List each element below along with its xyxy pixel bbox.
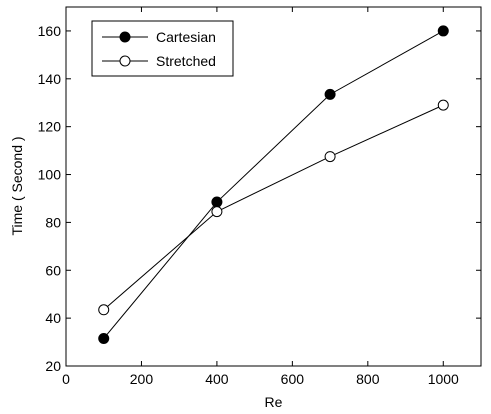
y-tick-label-2: 60: [45, 262, 61, 278]
data-point-stretched-2: [324, 151, 336, 163]
x-tick-label-0: 0: [62, 371, 70, 387]
y-tick-label-5: 120: [38, 119, 62, 135]
x-tick-label-1: 200: [130, 371, 154, 387]
y-tick-label-6: 140: [38, 71, 62, 87]
series-layer: [98, 25, 449, 344]
tick-labels: 0 200 400 600 800 1000 20 40 60 80 100 120 140 160: [38, 23, 459, 387]
legend-label-cartesian: Cartesian: [156, 29, 216, 45]
legend-marker-cartesian: [119, 31, 131, 43]
y-tick-label-7: 160: [38, 23, 62, 39]
data-point-cartesian-3: [437, 25, 449, 37]
legend-label-stretched: Stretched: [156, 53, 216, 69]
y-tick-label-4: 100: [38, 167, 62, 183]
legend-marker-stretched: [119, 55, 131, 67]
axis-ticks: [65, 7, 481, 367]
y-tick-label-0: 20: [45, 358, 61, 374]
x-tick-label-5: 1000: [428, 371, 459, 387]
y-tick-label-3: 80: [45, 214, 61, 230]
data-point-stretched-0: [98, 304, 110, 316]
data-point-stretched-3: [437, 99, 449, 111]
legend-box: [91, 20, 234, 77]
x-axis-label: Re: [265, 394, 283, 410]
data-point-cartesian-2: [324, 88, 336, 100]
y-tick-label-1: 40: [45, 310, 61, 326]
series-line-stretched: [103, 104, 444, 311]
y-axis-label: Time ( Second ): [9, 136, 25, 235]
x-tick-label-4: 800: [356, 371, 380, 387]
data-point-stretched-1: [211, 206, 223, 218]
legend: Cartesian Stretched: [91, 20, 234, 77]
x-tick-label-3: 600: [281, 371, 305, 387]
data-point-cartesian-0: [98, 332, 110, 344]
series-line-cartesian: [103, 30, 444, 339]
x-tick-label-2: 400: [205, 371, 229, 387]
data-point-cartesian-1: [211, 196, 223, 208]
